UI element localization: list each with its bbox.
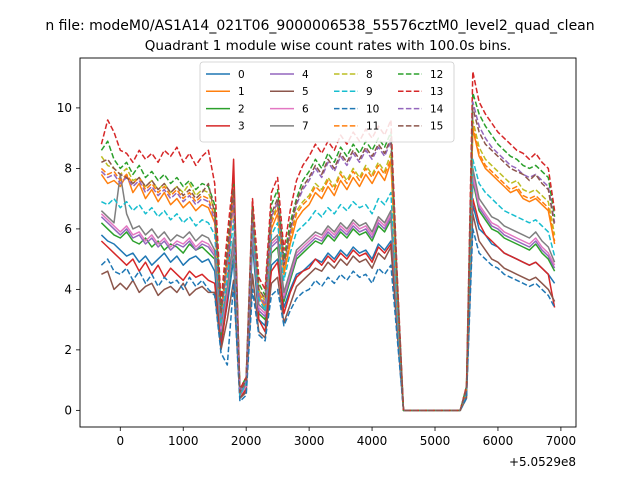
legend-label-5: 5 xyxy=(302,86,309,98)
series-line-2 xyxy=(100,179,556,412)
series-line-15 xyxy=(101,107,556,412)
x-tick-label: 0 xyxy=(116,434,124,448)
series-line-1 xyxy=(100,128,556,412)
series-line-4 xyxy=(100,176,556,412)
figure-suptitle: n file: modeM0/AS1A14_021T06_9000006538_… xyxy=(45,18,594,34)
x-tick-label: 2000 xyxy=(231,434,262,448)
axes-spines xyxy=(79,57,577,428)
x-tick-label: 4000 xyxy=(357,434,388,448)
series-line-5 xyxy=(101,213,556,412)
series-line-0 xyxy=(100,203,556,412)
series-line-3 xyxy=(100,158,556,412)
series-layer xyxy=(100,70,556,412)
chart-title: Quadrant 1 module wise count rates with … xyxy=(145,38,511,54)
series-line-14 xyxy=(100,101,556,412)
legend-label-1: 1 xyxy=(238,86,245,98)
series-line-8 xyxy=(100,119,556,412)
x-tick-label: 6000 xyxy=(483,434,514,448)
legend-label-2: 2 xyxy=(238,103,245,115)
series-line-10 xyxy=(100,228,556,412)
legend-label-4: 4 xyxy=(302,69,309,81)
x-axis: 0 1000 2000 3000 4000 5000 6000 7000 xyxy=(116,427,576,448)
x-tick-label: 5000 xyxy=(420,434,451,448)
legend-label-0: 0 xyxy=(238,69,245,81)
y-tick-label: 4 xyxy=(64,283,72,297)
y-tick-label: 0 xyxy=(64,404,72,418)
legend-label-15: 15 xyxy=(430,121,443,133)
series-line-6 xyxy=(100,173,556,412)
y-tick-label: 6 xyxy=(64,222,72,236)
y-axis: 0 2 4 6 8 10 xyxy=(57,101,80,418)
legend-box xyxy=(199,61,455,143)
series-line-9 xyxy=(101,158,556,412)
series-line-12 xyxy=(100,92,556,412)
y-tick-label: 8 xyxy=(64,162,72,176)
legend-label-7: 7 xyxy=(302,121,309,133)
x-offset-label: +5.0529e8 xyxy=(509,455,576,469)
legend-label-12: 12 xyxy=(430,69,443,81)
x-tick-label: 3000 xyxy=(294,434,325,448)
y-tick-label: 10 xyxy=(57,101,72,115)
x-tick-label: 1000 xyxy=(168,434,199,448)
legend-label-8: 8 xyxy=(366,69,373,81)
legend-label-13: 13 xyxy=(430,86,443,98)
legend-label-9: 9 xyxy=(366,86,373,98)
y-tick-label: 2 xyxy=(64,343,72,357)
legend-label-6: 6 xyxy=(302,103,309,115)
legend-label-3: 3 xyxy=(238,121,245,133)
legend-label-10: 10 xyxy=(366,103,379,115)
series-line-11 xyxy=(100,125,556,412)
series-line-7 xyxy=(100,167,556,412)
x-tick-label: 7000 xyxy=(546,434,577,448)
legend-label-11: 11 xyxy=(366,121,379,133)
legend-label-14: 14 xyxy=(430,103,444,115)
